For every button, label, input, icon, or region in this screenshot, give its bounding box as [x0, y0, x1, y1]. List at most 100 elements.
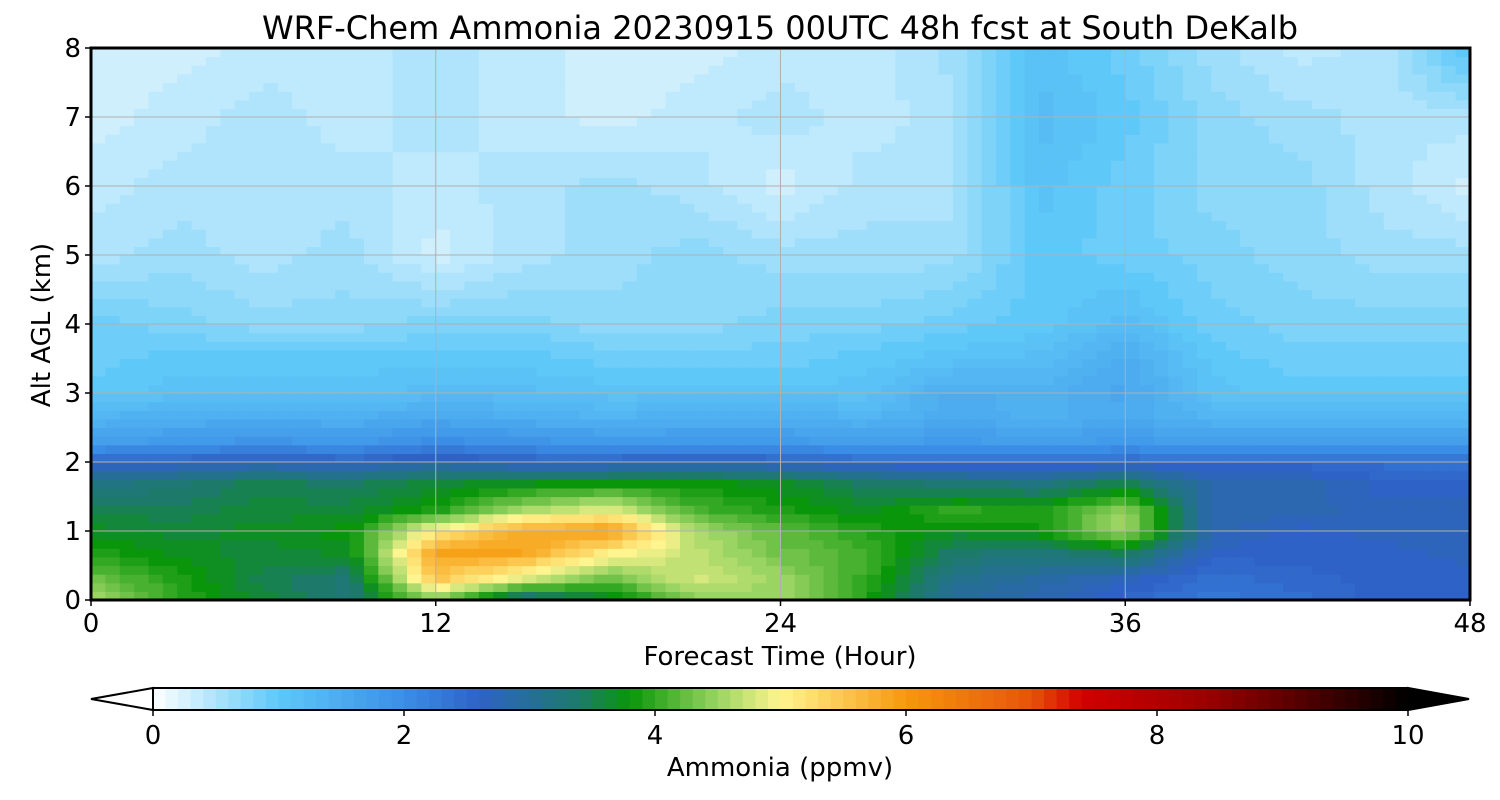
- heatmap-cell: [1383, 229, 1399, 239]
- heatmap-cell: [895, 194, 911, 204]
- heatmap-cell: [249, 582, 264, 592]
- heatmap-cell: [521, 306, 537, 316]
- heatmap-cell: [234, 263, 250, 273]
- heatmap-cell: [1153, 367, 1169, 377]
- heatmap-cell: [1297, 203, 1313, 213]
- heatmap-cell: [134, 548, 150, 558]
- heatmap-cell: [1455, 341, 1471, 351]
- heatmap-cell: [909, 168, 925, 178]
- heatmap-cell: [1283, 591, 1299, 601]
- heatmap-cell: [794, 160, 810, 170]
- heatmap-cell: [363, 384, 379, 394]
- heatmap-cell: [579, 168, 595, 178]
- heatmap-cell: [895, 263, 911, 273]
- heatmap-cell: [809, 479, 825, 489]
- heatmap-cell: [593, 237, 609, 247]
- heatmap-cell: [780, 418, 796, 429]
- heatmap-cell: [177, 341, 193, 351]
- heatmap-cell: [91, 298, 106, 308]
- heatmap-cell: [162, 384, 178, 394]
- heatmap-cell: [809, 186, 825, 196]
- heatmap-cell: [435, 418, 451, 429]
- heatmap-cell: [521, 427, 537, 437]
- heatmap-cell: [1125, 341, 1141, 351]
- heatmap-cell: [665, 306, 681, 316]
- heatmap-cell: [694, 298, 710, 308]
- heatmap-cell: [794, 453, 810, 463]
- heatmap-cell: [1168, 220, 1184, 230]
- heatmap-cell: [378, 436, 394, 446]
- heatmap-cell: [636, 505, 652, 515]
- heatmap-cell: [823, 255, 839, 265]
- heatmap-cell: [1383, 203, 1399, 213]
- heatmap-cell: [464, 272, 480, 282]
- heatmap-cell: [895, 255, 911, 265]
- heatmap-cell: [1426, 591, 1442, 601]
- heatmap-cell: [1110, 496, 1126, 506]
- heatmap-cell: [981, 582, 997, 592]
- heatmap-cell: [995, 539, 1011, 549]
- heatmap-cell: [1168, 522, 1184, 532]
- heatmap-cell: [608, 349, 624, 360]
- heatmap-cell: [205, 203, 221, 213]
- heatmap-cell: [1426, 470, 1442, 480]
- heatmap-cell: [205, 160, 221, 170]
- heatmap-cell: [1369, 358, 1385, 368]
- heatmap-cell: [91, 186, 106, 196]
- heatmap-cell: [823, 341, 839, 351]
- heatmap-cell: [421, 453, 437, 463]
- heatmap-cell: [162, 556, 178, 567]
- heatmap-cell: [636, 349, 652, 360]
- heatmap-cell: [665, 194, 681, 204]
- heatmap-cell: [1426, 487, 1442, 498]
- heatmap-cell: [1153, 479, 1169, 489]
- heatmap-cell: [909, 280, 925, 291]
- heatmap-cell: [1455, 496, 1471, 506]
- heatmap-cell: [967, 427, 983, 437]
- heatmap-cell: [464, 177, 480, 187]
- heatmap-cell: [723, 324, 739, 334]
- heatmap-cell: [119, 142, 135, 153]
- heatmap-cell: [737, 548, 753, 558]
- heatmap-cell: [1412, 358, 1428, 368]
- heatmap-cell: [1283, 444, 1299, 454]
- heatmap-cell: [751, 375, 767, 385]
- heatmap-cell: [162, 203, 178, 213]
- heatmap-cell: [723, 246, 739, 256]
- heatmap-cell: [1398, 280, 1414, 291]
- heatmap-cell: [1168, 401, 1184, 411]
- heatmap-cell: [464, 186, 480, 196]
- heatmap-cell: [1355, 427, 1371, 437]
- heatmap-cell: [1153, 349, 1169, 360]
- heatmap-cell: [220, 160, 236, 170]
- heatmap-cell: [1326, 211, 1342, 222]
- heatmap-cell: [349, 479, 365, 489]
- heatmap-cell: [105, 194, 121, 204]
- heatmap-cell: [1340, 410, 1356, 420]
- heatmap-cell: [1254, 237, 1270, 247]
- heatmap-cell: [866, 375, 882, 385]
- heatmap-cell: [823, 194, 839, 204]
- heatmap-cell: [593, 220, 609, 230]
- heatmap-cell: [866, 539, 882, 549]
- heatmap-cell: [1441, 496, 1457, 506]
- heatmap-cell: [665, 453, 681, 463]
- heatmap-cell: [952, 186, 968, 196]
- heatmap-cell: [450, 384, 466, 394]
- heatmap-cell: [881, 427, 897, 437]
- heatmap-cell: [1369, 436, 1385, 446]
- heatmap-cell: [751, 505, 767, 515]
- heatmap-cell: [1168, 410, 1184, 420]
- heatmap-cell: [1082, 289, 1098, 299]
- heatmap-cell: [924, 168, 940, 178]
- heatmap-cell: [565, 211, 580, 222]
- heatmap-cell: [679, 229, 695, 239]
- heatmap-cell: [837, 548, 853, 558]
- heatmap-cell: [1268, 582, 1284, 592]
- heatmap-cell: [306, 220, 322, 230]
- heatmap-cell: [924, 496, 940, 506]
- heatmap-cell: [924, 306, 940, 316]
- heatmap-cell: [1039, 401, 1055, 411]
- heatmap-cell: [292, 177, 308, 187]
- heatmap-cell: [263, 246, 279, 256]
